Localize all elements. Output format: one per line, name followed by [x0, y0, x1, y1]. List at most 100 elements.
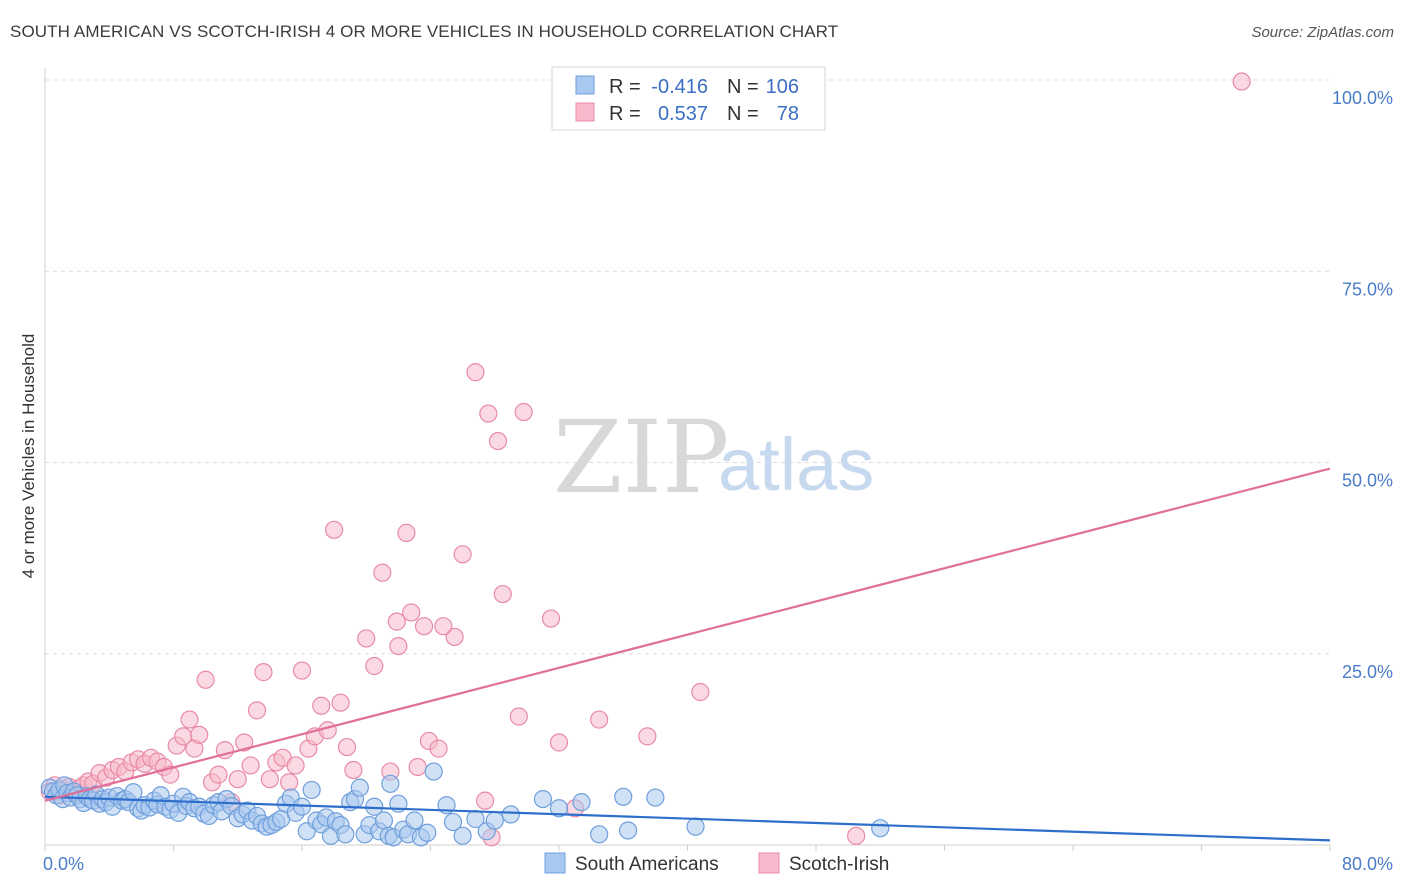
south-americans-point-79 [374, 811, 394, 830]
scotch-irish-point-63 [453, 545, 472, 564]
scotch-irish-point-26 [190, 725, 209, 744]
south-americans-point-101 [618, 821, 638, 840]
x-tick-label-1: 80.0% [1342, 854, 1393, 874]
scotch-irish-point-80 [434, 617, 453, 636]
scotch-irish-point-61 [429, 739, 448, 758]
legend-r-label-1: R = [609, 103, 641, 125]
south-americans-point-94 [485, 811, 504, 830]
legend-n-label-0: N = [727, 76, 759, 98]
south-americans-point-95 [501, 805, 520, 824]
scotch-irish-point-53 [373, 563, 392, 582]
chart-source: Source: ZipAtlas.com [1251, 24, 1394, 41]
legend-box [551, 66, 826, 131]
y-axis-label: 4 or more Vehicles in Household [19, 334, 38, 579]
scotch-irish-point-37 [260, 770, 279, 789]
south-americans-point-98 [572, 793, 591, 812]
scotch-irish-point-47 [325, 520, 344, 539]
south-americans-trend-line [44, 795, 1331, 842]
chart-title: SOUTH AMERICAN VS SCOTCH-IRISH 4 OR MORE… [10, 22, 839, 41]
scotch-irish-point-29 [209, 765, 228, 784]
x-tick-label-0: 0.0% [43, 854, 84, 874]
legend-n-label-1: N = [727, 103, 759, 125]
scotch-irish-point-24 [180, 710, 199, 729]
scotch-irish-point-70 [509, 707, 528, 726]
south-americans-point-99 [590, 825, 609, 844]
scotch-irish-point-57 [402, 603, 421, 622]
y-tick-label-0: 25.0% [1342, 662, 1393, 682]
scotch-irish-point-77 [691, 682, 710, 702]
scotch-irish-point-62 [445, 627, 464, 647]
scotch-irish-point-33 [235, 733, 254, 752]
scotch-irish-point-49 [337, 737, 357, 757]
south-americans-point-85 [405, 811, 424, 830]
grid-lines [45, 79, 1330, 655]
south-americans-point-64 [302, 780, 321, 800]
scotch-irish-point-45 [312, 696, 331, 715]
watermark: ZIP atlas [553, 399, 874, 516]
legend-n-value-0: 106 [766, 76, 799, 98]
scotch-irish-point-78 [847, 826, 866, 845]
scotch-irish-point-51 [357, 629, 376, 648]
legend-r-label-0: R = [609, 76, 641, 98]
south-americans-point-91 [453, 826, 472, 845]
scotch-irish-point-32 [228, 770, 247, 789]
south-americans-point-104 [871, 819, 890, 838]
scotch-irish-point-64 [466, 363, 485, 382]
scotch-irish-point-27 [196, 670, 215, 689]
trend-lines [44, 467, 1331, 842]
y-tick-label-1: 50.0% [1342, 471, 1393, 491]
south-americans-point-96 [533, 789, 553, 809]
south-americans-point-97 [549, 799, 569, 818]
scotch-irish-point-66 [479, 404, 498, 423]
y-tick-label-2: 75.0% [1342, 279, 1393, 299]
series-legend: South Americans Scotch-Irish [544, 852, 889, 875]
y-tick-label-3: 100.0% [1332, 88, 1393, 108]
scotch-irish-point-56 [397, 523, 416, 542]
series-legend-label-0: South Americans [575, 854, 719, 875]
scotch-irish-point-72 [541, 609, 561, 628]
scotch-irish-point-36 [254, 663, 273, 682]
south-americans-point-74 [350, 778, 369, 797]
scotch-irish-point-48 [331, 693, 350, 712]
south-americans-point-105 [381, 774, 400, 793]
scotch-irish-point-73 [549, 733, 569, 752]
scotch-irish-point-68 [488, 431, 508, 451]
scotch-irish-point-40 [280, 773, 299, 792]
scotch-irish-point-75 [590, 710, 609, 729]
scotch-irish-point-50 [344, 760, 363, 780]
scotch-irish-point-52 [365, 656, 384, 676]
scotch-irish-point-35 [247, 701, 267, 720]
series-legend-swatch-1 [758, 852, 780, 874]
legend-swatch-0 [575, 75, 595, 95]
south-americans-point-71 [336, 825, 355, 844]
legend-r-value-1: 0.537 [658, 103, 708, 125]
scotch-irish-point-55 [389, 636, 408, 656]
south-americans-point-100 [614, 787, 633, 806]
legend-r-value-0: -0.416 [651, 76, 708, 98]
tick-labels: 25.0% 50.0% 75.0% 100.0% 0.0% 80.0% [43, 88, 1393, 874]
legend-n-value-1: 78 [777, 103, 799, 125]
scotch-irish-point-69 [493, 584, 512, 604]
correlation-legend: R = -0.416 N = 106 R = 0.537 N = 78 [551, 66, 826, 131]
series-legend-swatch-0 [544, 852, 566, 874]
scotch-irish-point-59 [414, 617, 434, 636]
scotch-irish-point-79 [1232, 72, 1251, 91]
south-americans-point-87 [418, 823, 437, 842]
legend-swatch-1 [575, 102, 595, 122]
scotch-irish-point-58 [408, 757, 427, 777]
data-points [40, 72, 1251, 847]
scotch-irish-point-76 [638, 727, 657, 746]
series-legend-label-1: Scotch-Irish [789, 854, 889, 875]
scotch-irish-point-71 [514, 402, 533, 422]
south-americans-point-90 [443, 812, 463, 832]
south-americans-point-103 [686, 817, 705, 836]
south-americans-point-102 [646, 788, 665, 807]
scotch-irish-point-42 [292, 661, 312, 680]
watermark-atlas-text: atlas [718, 423, 874, 506]
watermark-zip-text: ZIP [553, 399, 729, 516]
scotch-irish-trend-line [44, 467, 1331, 802]
axes [44, 68, 1331, 851]
south-americans-point-88 [424, 762, 443, 781]
scotch-irish-point-34 [241, 756, 260, 775]
